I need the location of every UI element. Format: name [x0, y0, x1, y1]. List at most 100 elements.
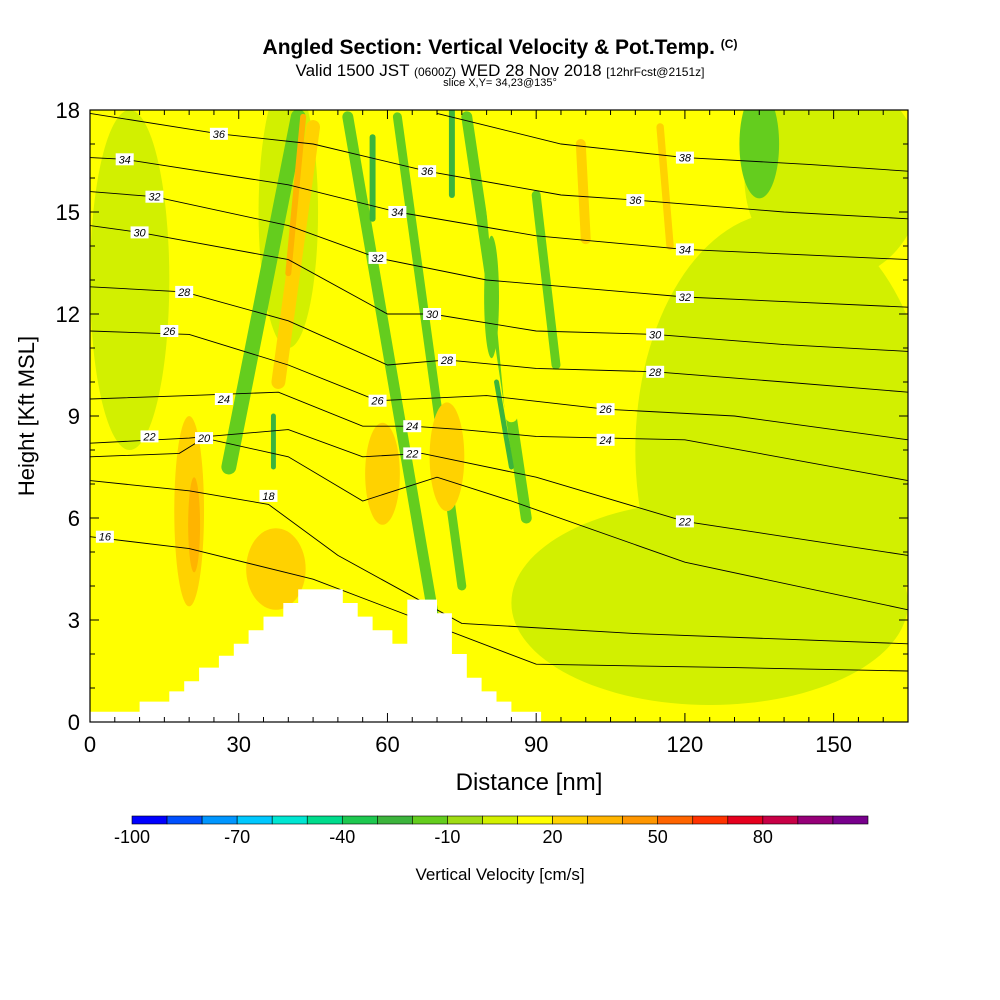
colorbar: -100 -70 -40 -10 20 50 80 Vertical Velocity [cm… — [114, 815, 869, 884]
terrain — [90, 589, 542, 722]
theta-label-bg — [145, 190, 164, 203]
colorbar-swatch — [271, 815, 308, 825]
theta-label: 30 — [649, 329, 662, 341]
theta-label: 34 — [391, 207, 403, 219]
theta-label: 20 — [197, 433, 211, 445]
x-tick-label: 60 — [375, 732, 399, 757]
colorbar-swatch — [412, 815, 448, 825]
theta-label-bg — [646, 328, 665, 341]
colorbar-swatch — [306, 815, 343, 825]
theta-label-bg — [437, 353, 456, 366]
x-tick-label: 0 — [84, 732, 96, 757]
theta-label: 16 — [99, 532, 112, 544]
velocity-cell-10 — [739, 110, 780, 199]
x-axis-label: Distance [nm] — [456, 769, 603, 796]
theta-label: 28 — [177, 287, 191, 299]
theta-label: 38 — [679, 153, 692, 165]
theta-label-bg — [160, 325, 179, 337]
theta-label: 32 — [148, 192, 160, 204]
theta-label-bg — [596, 403, 615, 416]
theta-label-bg — [626, 194, 645, 207]
theta-label-bg — [368, 394, 387, 407]
theta-line-20 — [90, 437, 908, 611]
theta-label: 22 — [142, 431, 155, 443]
theta-label-bg — [214, 393, 233, 405]
colorbar-tick-label: -70 — [224, 827, 250, 847]
theta-label-bg — [115, 153, 134, 166]
velocity-band-13 — [480, 137, 518, 423]
colorbar-swatch — [692, 815, 729, 825]
y-tick-label: 0 — [68, 710, 80, 735]
colorbar-tick-label: -100 — [114, 827, 150, 847]
theta-label-bg — [675, 151, 694, 164]
velocity-band-17 — [575, 139, 591, 245]
theta-label-bg — [596, 433, 615, 446]
velocity-band-16 — [656, 123, 674, 250]
colorbar-swatch — [166, 815, 203, 825]
theta-label: 26 — [370, 396, 384, 408]
theta-label: 30 — [426, 309, 439, 321]
colorbar-swatch — [517, 815, 553, 825]
theta-label-bg — [140, 430, 159, 443]
colorbar-tick-label: 20 — [543, 827, 563, 847]
theta-label-bg — [130, 226, 149, 239]
theta-line-36 — [90, 112, 908, 220]
colorbar-swatch — [622, 815, 659, 825]
theta-label-bg — [175, 285, 194, 298]
velocity-cell-28 — [188, 477, 201, 573]
theta-label: 24 — [598, 435, 611, 447]
colorbar-swatch — [131, 815, 168, 825]
colorbar-swatch — [341, 815, 378, 825]
colorbar-tick-label: -10 — [434, 827, 460, 847]
y-tick-label: 12 — [56, 302, 80, 327]
velocity-cell-3 — [744, 110, 908, 280]
theta-label: 36 — [421, 166, 434, 178]
y-tick-label: 6 — [68, 506, 80, 531]
velocity-cell-18 — [365, 422, 400, 525]
y-tick-label: 9 — [68, 404, 80, 429]
velocity-band-15 — [271, 120, 321, 389]
theta-label-bg — [195, 432, 214, 445]
colorbar-swatch — [552, 815, 588, 825]
y-tick-label: 3 — [68, 608, 80, 633]
x-tick-label: 150 — [815, 732, 852, 757]
colorbar-swatch — [832, 815, 869, 825]
velocity-band-9 — [531, 190, 561, 370]
theta-label-bg — [95, 530, 114, 543]
chart-subtitle: Valid 1500 JST (0600Z) WED 28 Nov 2018 [… — [295, 61, 705, 80]
theta-label: 36 — [213, 129, 226, 141]
colorbar-swatch — [236, 815, 273, 825]
x-tick-label: 30 — [226, 732, 250, 757]
y-tick-label: 15 — [56, 200, 80, 225]
theta-label: 24 — [217, 394, 230, 406]
x-tick-label: 120 — [667, 732, 704, 757]
theta-label-bg — [675, 291, 694, 303]
theta-label: 26 — [162, 326, 176, 338]
velocity-cell-21 — [246, 528, 306, 610]
theta-label: 34 — [119, 154, 131, 166]
slice-info: slice X,Y= 34,23@135° — [443, 77, 557, 89]
y-axis-label: Height [Kft MSL] — [14, 336, 39, 496]
colorbar-swatch — [657, 815, 694, 825]
colorbar-swatch — [797, 815, 834, 825]
theta-label-bg — [675, 515, 694, 528]
colorbar-swatch — [377, 815, 413, 825]
colorbar-label: Vertical Velocity [cm/s] — [415, 865, 584, 884]
velocity-cell-2 — [511, 501, 908, 705]
theta-label-bg — [368, 251, 387, 264]
theta-label-bg — [259, 489, 278, 502]
colorbar-swatch — [727, 815, 764, 825]
theta-label: 36 — [629, 195, 642, 207]
colorbar-swatch — [762, 815, 799, 825]
theta-label-bg — [403, 420, 422, 433]
theta-line-18 — [90, 480, 908, 645]
theta-label: 30 — [133, 227, 146, 239]
theta-label: 32 — [371, 253, 383, 265]
colorbar-swatch — [587, 815, 623, 825]
colorbar-tick-label: -40 — [329, 827, 355, 847]
theta-label-bg — [646, 365, 665, 378]
velocity-cell-22 — [484, 235, 499, 359]
theta-label: 34 — [679, 244, 691, 256]
theta-label: 22 — [678, 516, 691, 528]
